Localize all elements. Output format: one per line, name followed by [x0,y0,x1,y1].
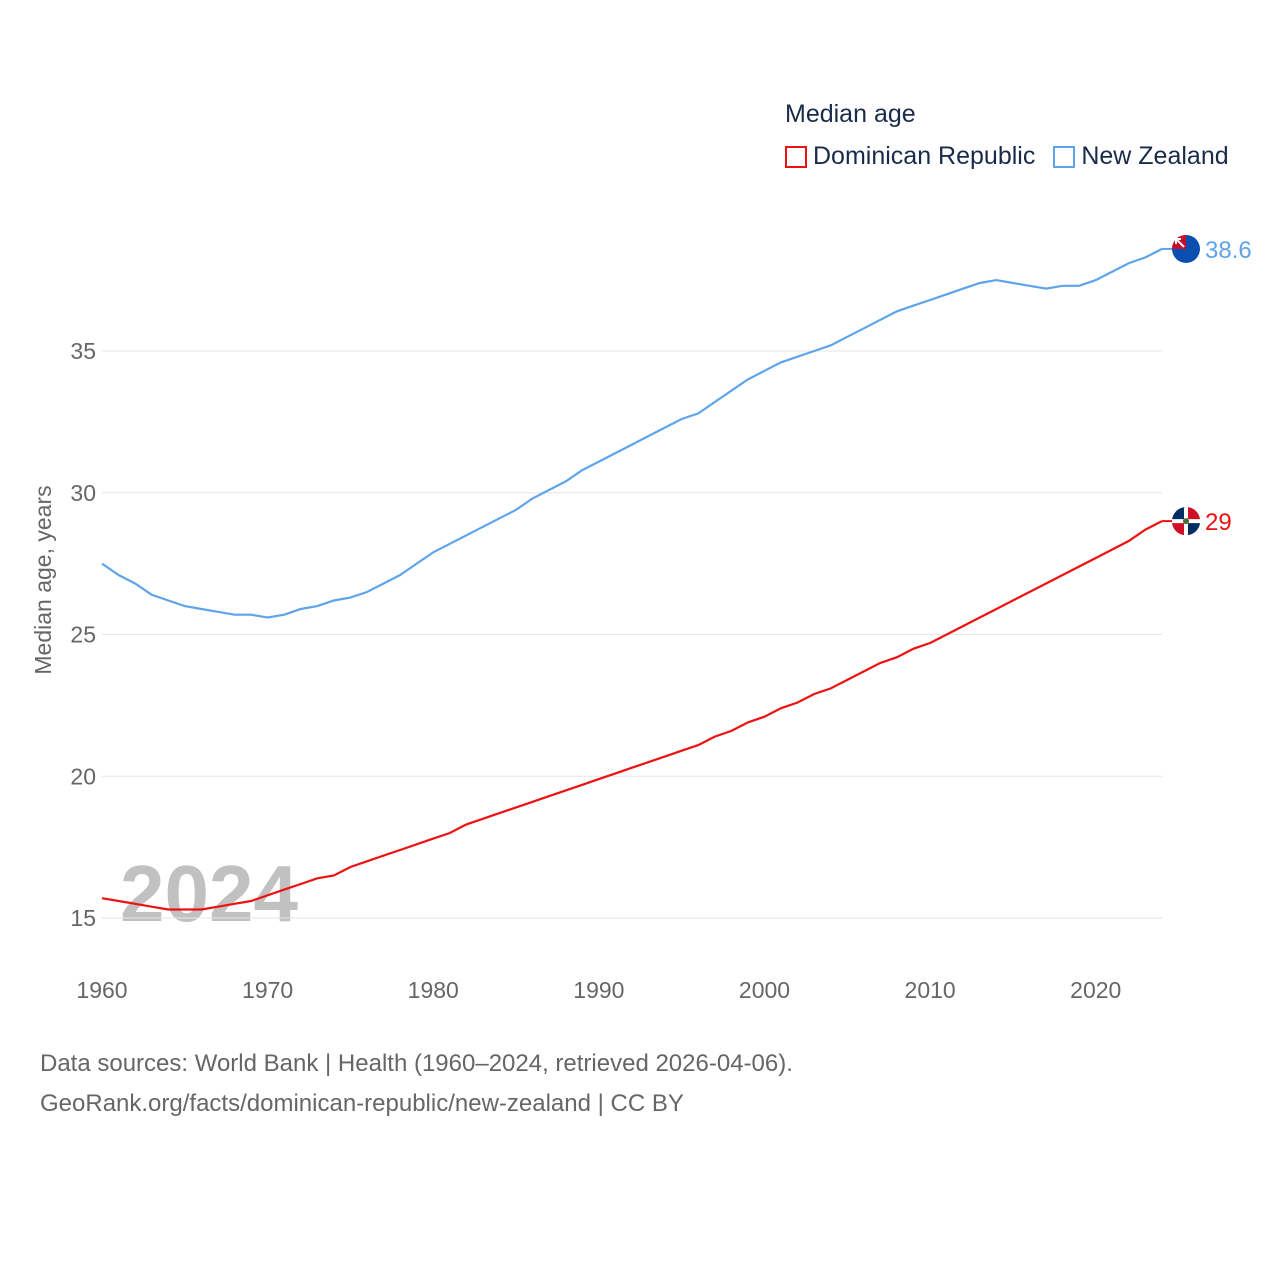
x-tick-label: 2010 [905,977,956,1003]
footer: Data sources: World Bank | Health (1960–… [40,1044,793,1124]
legend: Dominican Republic New Zealand [785,142,1229,171]
y-axis-label: Median age, years [30,485,56,674]
end-value-label: 38.6 [1205,237,1252,264]
data-source: Data sources: World Bank | Health (1960–… [40,1050,793,1077]
year-watermark: 2024 [120,849,298,938]
flag-quarter [1172,523,1184,536]
legend-item-dominican-republic[interactable]: Dominican Republic [785,142,1035,171]
flag-cross [1175,237,1185,248]
x-tick-label: 1980 [408,977,459,1003]
legend-item-new-zealand[interactable]: New Zealand [1053,142,1229,171]
series-line-new-zealand [101,247,1163,619]
legend-swatch [785,145,807,168]
flag-quarter [1172,507,1186,522]
legend-label: New Zealand [1081,142,1229,170]
x-tick-label: 1970 [242,977,293,1003]
flag-quarter [1188,523,1200,536]
y-tick-label: 15 [70,905,96,931]
x-tick-label: 1960 [76,977,127,1003]
x-tick-label: 2000 [739,977,790,1003]
legend-swatch [1053,145,1076,168]
y-tick-label: 25 [70,622,96,648]
y-tick-label: 30 [70,480,96,506]
x-tick-label: 1990 [573,977,624,1003]
legend-title: Median age [785,100,916,128]
series-line-dominican-republic [101,520,1163,911]
y-tick-label: 20 [70,763,96,789]
y-tick-label: 35 [70,338,96,364]
legend-label: Dominican Republic [813,142,1036,170]
flag-emblem [1183,518,1189,525]
end-value-label: 29 [1205,509,1232,536]
x-tick-label: 2020 [1070,977,1121,1003]
source-link[interactable]: GeoRank.org/facts/dominican-republic/new… [40,1090,684,1117]
flag-quarter [1188,507,1200,520]
